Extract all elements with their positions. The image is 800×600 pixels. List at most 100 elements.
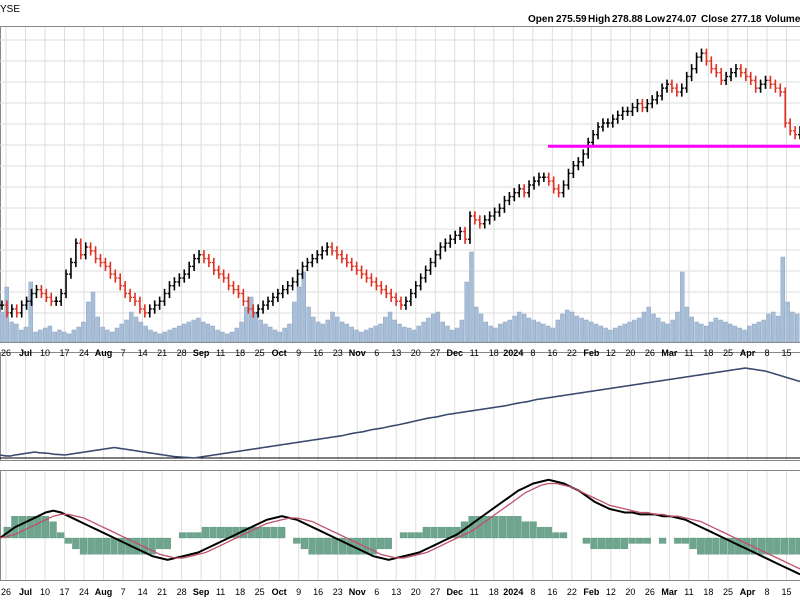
volume-bar xyxy=(512,315,517,343)
ohlc-bar xyxy=(108,261,113,279)
volume-bar xyxy=(684,306,690,343)
histogram-bar xyxy=(628,537,636,544)
volume-bar xyxy=(196,317,201,343)
histogram-bar xyxy=(597,537,606,550)
volume-bar xyxy=(771,311,776,343)
ohlc-bar xyxy=(221,269,226,283)
ohlc-bar xyxy=(615,110,620,124)
ohlc-bar xyxy=(536,172,541,186)
ohlc-bar xyxy=(147,304,152,318)
histogram-bar xyxy=(498,516,507,539)
x-tick-label: 22 xyxy=(567,348,577,358)
volume-bar xyxy=(574,315,580,343)
ohlc-bar xyxy=(522,184,527,198)
volume-bar xyxy=(253,311,259,343)
volume-bar xyxy=(277,331,283,343)
ohlc-bar xyxy=(472,211,477,225)
ohlc-bar xyxy=(34,284,39,299)
x-tick-label: 8 xyxy=(764,587,769,597)
volume-bar xyxy=(28,281,33,343)
ohlc-bar xyxy=(157,296,162,310)
ohlc-bar xyxy=(187,261,192,279)
volume-bar xyxy=(272,329,278,343)
ohlc-bar xyxy=(571,160,576,179)
x-tick-label: 28 xyxy=(177,348,187,358)
ohlc-bar xyxy=(162,288,167,306)
ohlc-bar xyxy=(285,281,290,295)
ohlc-bar xyxy=(394,292,399,306)
volume-bar xyxy=(282,327,287,343)
grid-lines xyxy=(0,27,800,580)
ohlc-bar xyxy=(724,71,729,86)
ohlc-bar xyxy=(320,246,325,260)
volume-bar xyxy=(315,321,321,343)
x-tick-label: 26 xyxy=(1,587,11,597)
ohlc-bar xyxy=(453,230,458,244)
histogram-bar xyxy=(468,516,476,539)
x-tick-label: 25 xyxy=(255,348,265,358)
ohlc-bar xyxy=(236,284,241,299)
histogram-bar xyxy=(544,526,552,539)
volume-bar xyxy=(761,319,766,343)
ohlc-bar xyxy=(714,64,719,78)
ohlc-bar xyxy=(669,79,674,93)
x-tick-label: 15 xyxy=(781,587,791,597)
volume-bar xyxy=(541,323,546,343)
ohlc-bar xyxy=(88,242,93,256)
volume-bar xyxy=(344,323,350,343)
ohlc-bar xyxy=(261,300,266,314)
x-tick-label: 23 xyxy=(333,348,343,358)
histogram-bar xyxy=(552,532,560,539)
x-tick-label: 12 xyxy=(606,587,616,597)
volume-bar xyxy=(177,325,182,343)
ohlc-bar xyxy=(118,273,123,291)
x-tick-label: 17 xyxy=(60,348,70,358)
volume-bar xyxy=(387,311,393,343)
ohlc-bar xyxy=(418,273,423,291)
histogram-bar xyxy=(529,521,537,539)
histogram-bar xyxy=(148,537,156,555)
volume-bar xyxy=(119,323,124,343)
volume-bar xyxy=(545,325,551,343)
histogram-bar xyxy=(697,537,705,555)
ohlc-bar xyxy=(605,118,610,128)
ohlc-bar xyxy=(655,91,660,105)
volume-bar xyxy=(191,319,196,343)
ohlc-bar xyxy=(24,296,29,310)
ohlc-bar xyxy=(448,234,453,248)
x-tick-label: 13 xyxy=(391,348,401,358)
x-tick-label: 6 xyxy=(374,587,379,597)
volume-bar xyxy=(200,321,206,343)
ohlc-bar xyxy=(266,296,270,310)
x-tick-label: 6 xyxy=(374,348,379,358)
ohlc-bar xyxy=(374,277,379,291)
x-tick-label: Mar xyxy=(661,348,678,358)
ohlc-bar xyxy=(748,71,753,86)
x-tick-label: 8 xyxy=(764,348,769,358)
ohlc-bar xyxy=(403,296,408,310)
volume-bar xyxy=(14,323,19,343)
volume-bar xyxy=(555,319,560,343)
ohlc-bar xyxy=(68,257,73,279)
x-tick-label: 11 xyxy=(684,348,693,358)
ohlc-bar xyxy=(310,253,315,268)
volume-bar xyxy=(205,323,211,343)
x-tick-label: Apr xyxy=(740,348,756,358)
histogram-bar xyxy=(316,537,324,555)
ohlc-bar xyxy=(137,296,142,314)
volume-bar xyxy=(52,331,57,343)
ohlc-bar xyxy=(167,281,172,299)
signal-line xyxy=(0,482,800,570)
volume-bar xyxy=(526,317,532,343)
ohlc-bar xyxy=(349,257,354,272)
volume-bar xyxy=(656,317,661,343)
histogram-bar xyxy=(178,532,187,539)
histogram-bar xyxy=(681,537,690,544)
volume-bar xyxy=(71,329,77,343)
ohlc-bar xyxy=(763,75,768,89)
x-tick-label: 20 xyxy=(411,348,421,358)
ohlc-bar xyxy=(359,265,364,279)
x-tick-label: 10 xyxy=(40,587,50,597)
x-tick-label: 27 xyxy=(430,587,440,597)
volume-bar xyxy=(0,311,5,343)
